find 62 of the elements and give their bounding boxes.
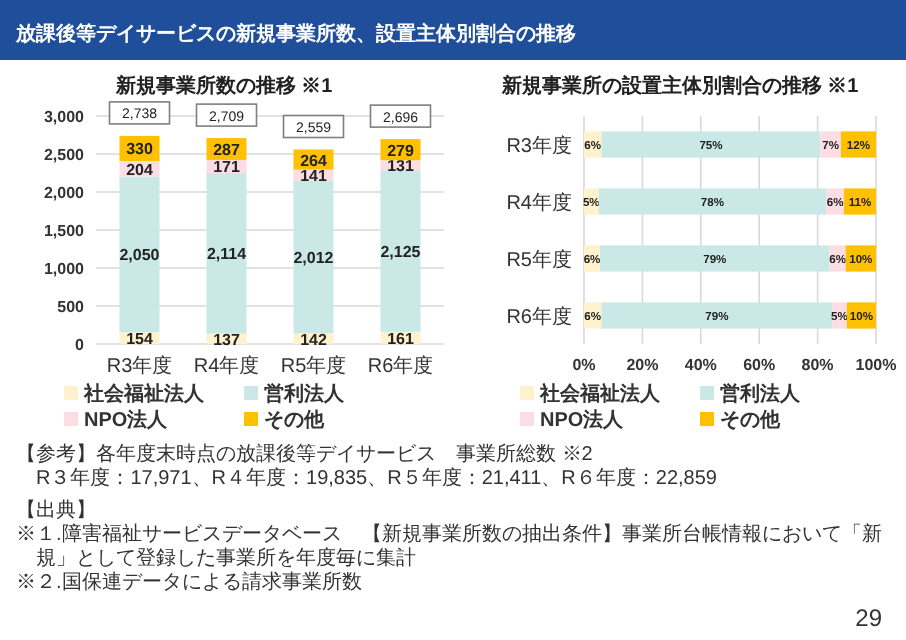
- legend-label: 営利法人: [720, 382, 802, 406]
- data-label: 161: [387, 329, 415, 348]
- y-tick-label: 1,500: [43, 222, 86, 240]
- data-label: 2,050: [119, 246, 161, 265]
- data-label: 287: [213, 141, 241, 160]
- x-tick-label: 0%: [572, 356, 596, 374]
- text: ※２.国保連データによる請求事業所数: [16, 572, 364, 596]
- x-tick-label: R5年度: [280, 354, 347, 378]
- x-tick-label: R6年度: [367, 354, 434, 378]
- x-tick-label: 80%: [801, 356, 834, 374]
- y-tick-label: 2,000: [43, 184, 86, 202]
- data-label: 137: [213, 330, 241, 349]
- data-label: 141: [300, 166, 328, 185]
- y-tick-label: R3年度: [506, 133, 572, 158]
- legend-label: 社会福祉法人: [538, 382, 662, 406]
- text: 放課後等デイサービスの新規事業所数、設置主体別割合の推移: [14, 22, 576, 46]
- bar: [293, 180, 334, 334]
- data-label: 2,012: [293, 248, 335, 267]
- y-tick-label: 3,000: [43, 108, 86, 126]
- legend-label: 営利法人: [264, 382, 346, 406]
- text: ※１.障害福祉サービスデータベース 【新規事業所数の抽出条件】事業所台帳情報において「新規」として登録した事業所を年度毎に集計: [16, 524, 884, 571]
- data-label: 142: [300, 330, 328, 349]
- legend-label: NPO法人: [540, 408, 626, 432]
- x-tick-label: R4年度: [193, 354, 260, 378]
- data-label: 2,114: [206, 245, 248, 264]
- data-label: 131: [387, 157, 415, 176]
- data-label: 154: [126, 330, 154, 349]
- text: R３年度：17,971、R４年度：19,835、R５年度：21,411、R６年度：22,859: [34, 468, 719, 492]
- bar: [601, 131, 821, 158]
- bar: [119, 176, 160, 333]
- bar: [598, 188, 827, 215]
- y-tick-label: R6年度: [506, 304, 572, 329]
- y-tick-label: 1,000: [43, 260, 86, 278]
- x-tick-label: 20%: [626, 356, 659, 374]
- chart-title: 新規事業所数の推移 ※1: [113, 74, 334, 98]
- y-tick-label: R4年度: [506, 190, 572, 215]
- y-tick-label: 2,500: [43, 146, 86, 164]
- y-tick-label: R5年度: [506, 247, 572, 272]
- y-tick-label: 0: [75, 336, 86, 354]
- legend-label: NPO法人: [84, 408, 170, 432]
- y-tick-label: 500: [57, 298, 86, 316]
- data-label: 204: [126, 160, 154, 179]
- bar: [600, 245, 830, 272]
- data-label: 279: [387, 141, 415, 160]
- data-label: 330: [126, 140, 154, 159]
- chart-title: 新規事業所の設置主体別割合の推移 ※1: [499, 74, 860, 98]
- x-tick-label: 100%: [855, 356, 897, 374]
- text: 29: [855, 604, 882, 632]
- data-label: 2,125: [380, 243, 422, 262]
- legend-label: その他: [720, 408, 782, 432]
- bar: [206, 172, 247, 334]
- text: 【参考】各年度末時点の放課後等デイサービス 事業所総数 ※2: [16, 444, 595, 467]
- data-label: 171: [213, 158, 241, 177]
- legend-label: 社会福祉法人: [82, 382, 206, 406]
- x-tick-label: R3年度: [106, 354, 173, 378]
- x-tick-label: 60%: [743, 356, 776, 374]
- bar: [601, 302, 833, 329]
- data-label: 264: [300, 151, 328, 170]
- legend-label: その他: [264, 408, 326, 432]
- text: 【出典】: [16, 500, 98, 523]
- bar: [380, 170, 421, 332]
- x-tick-label: 40%: [684, 356, 717, 374]
